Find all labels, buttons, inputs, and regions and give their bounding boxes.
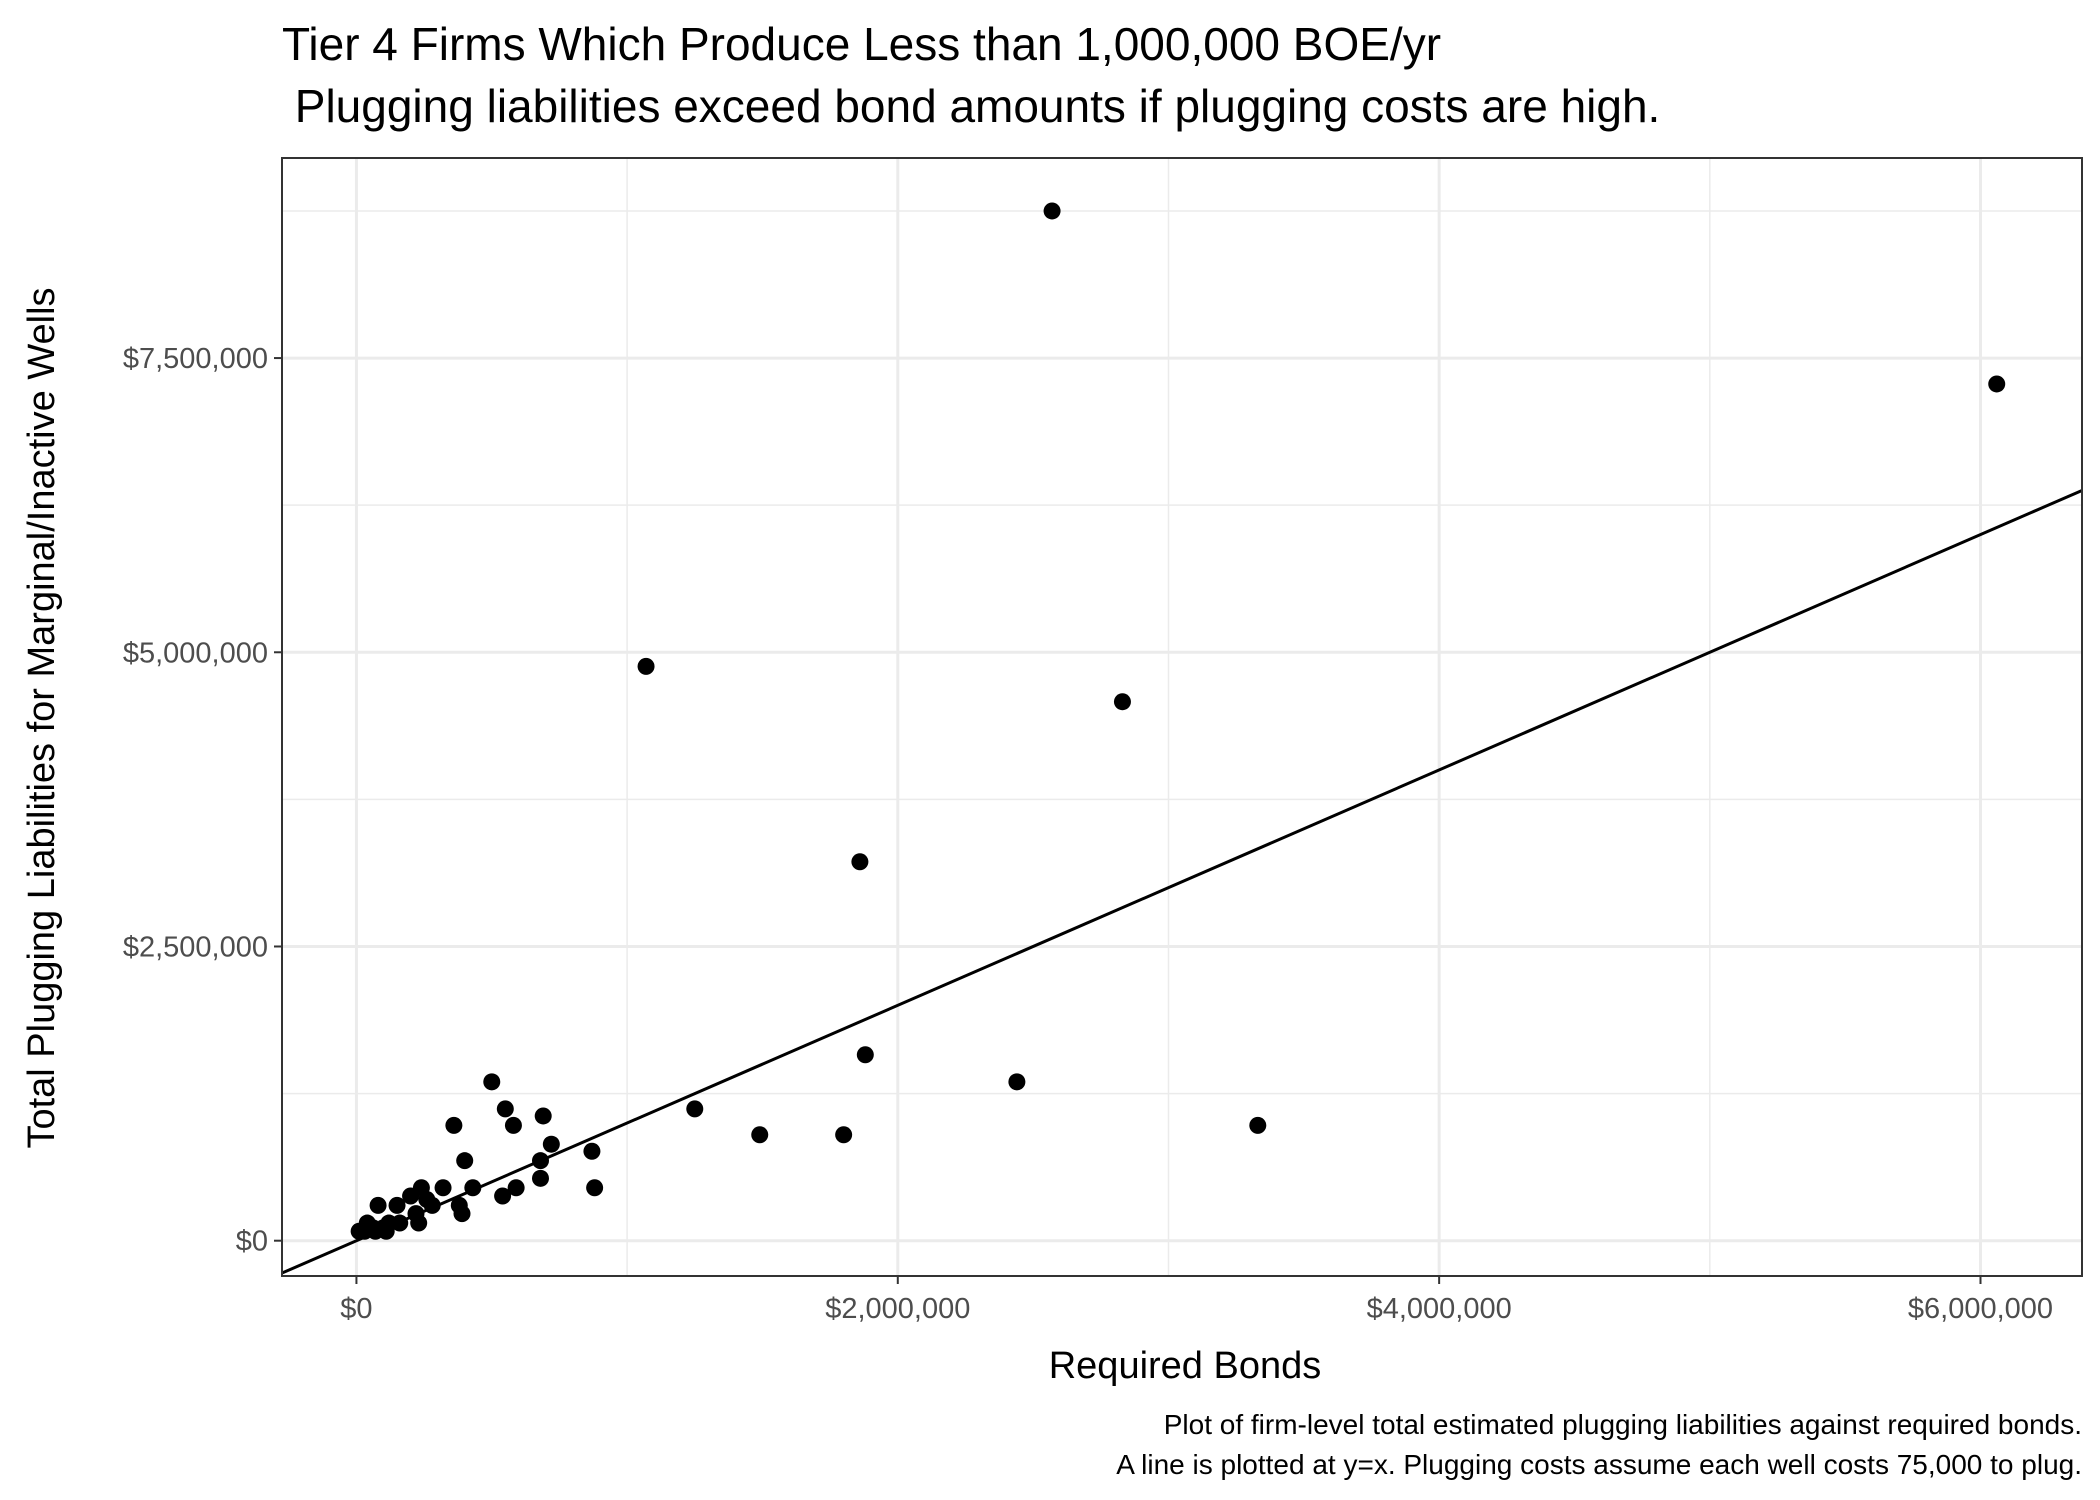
data-point [410,1214,428,1232]
data-point [534,1107,552,1125]
data-points [350,202,2006,1240]
data-point [464,1179,482,1197]
chart-title: Tier 4 Firms Which Produce Less than 1,0… [282,18,1441,70]
data-point [496,1100,514,1118]
y-tick-label: $2,500,000 [123,931,268,963]
data-point [453,1205,471,1223]
data-point [388,1196,406,1214]
data-point [504,1116,522,1134]
data-point [1113,693,1131,711]
y-tick-label: $7,500,000 [123,343,268,375]
data-point [483,1073,501,1091]
plot-panel-border [281,157,2083,1277]
grid-lines [282,158,2082,1276]
data-point [423,1196,441,1214]
y-axis-title: Total Plugging Liabilities for Marginal/… [21,287,63,1148]
x-tick-label: $0 [340,1293,372,1325]
data-point [445,1116,463,1134]
data-point [583,1142,601,1160]
caption-line-1: Plot of firm-level total estimated plugg… [1164,1409,2082,1440]
data-point [494,1187,512,1205]
data-point [531,1152,549,1170]
data-point [350,1222,368,1240]
data-point [856,1046,874,1064]
data-point [586,1179,604,1197]
x-axis-title: Required Bonds [1049,1345,1322,1387]
chart-subtitle: Plugging liabilities exceed bond amounts… [282,80,1660,132]
data-point [751,1126,769,1144]
data-point [542,1135,560,1153]
data-point [1008,1073,1026,1091]
data-point [637,657,655,675]
data-point [851,853,869,871]
x-tick-label: $6,000,000 [1908,1293,2053,1325]
data-point [402,1187,420,1205]
data-point [835,1126,853,1144]
x-axis-ticks: $0 $2,000,000 $4,000,000 $6,000,000 [340,1276,2053,1325]
y-tick-label: $5,000,000 [123,637,268,669]
caption-line-2: A line is plotted at y=x. Plugging costs… [1116,1449,2082,1480]
reference-line-y-equals-x [281,489,2083,1275]
data-point [369,1196,387,1214]
y-axis-ticks: $0 $2,500,000 $5,000,000 $7,500,000 [123,343,282,1258]
y-tick-label: $0 [236,1226,268,1258]
data-point [507,1179,525,1197]
data-point [434,1179,452,1197]
x-tick-label: $4,000,000 [1367,1293,1512,1325]
reference-line-layer [281,489,2083,1275]
data-point [531,1169,549,1187]
data-point [686,1100,704,1118]
data-point [1249,1116,1267,1134]
data-point [1988,375,2006,393]
x-tick-label: $2,000,000 [825,1293,970,1325]
data-point [456,1152,474,1170]
data-point [1043,202,1061,220]
